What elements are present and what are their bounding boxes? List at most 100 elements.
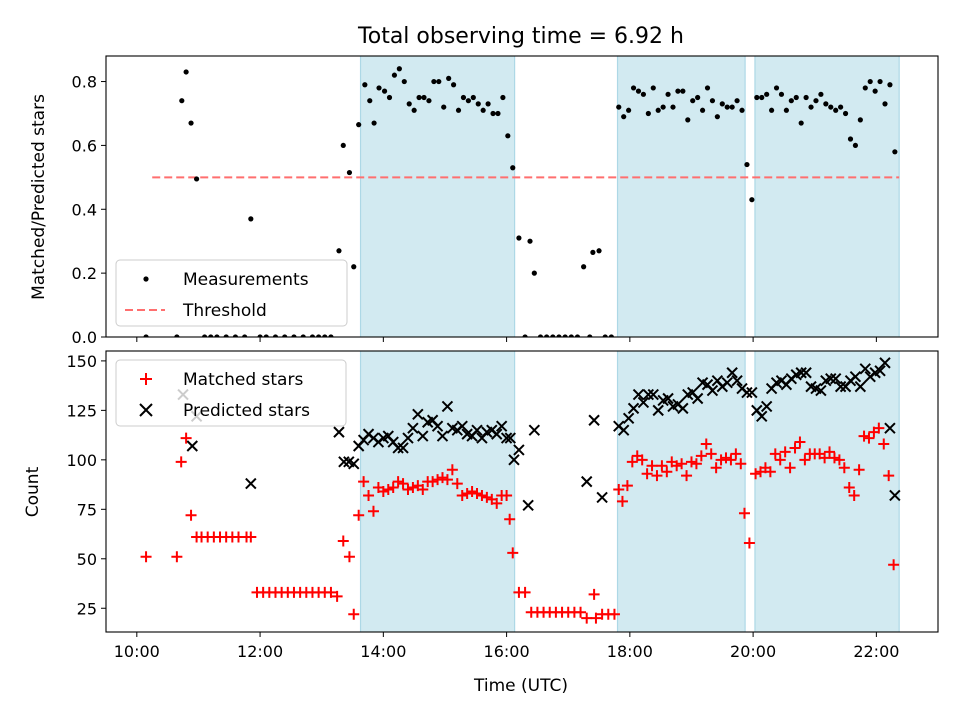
- predicted-star-point: [627, 402, 640, 415]
- legend-label: Predicted stars: [183, 401, 310, 421]
- matched-star-point: [705, 448, 717, 460]
- matched-star-point: [175, 456, 187, 468]
- ratio-panel: 0.00.20.40.60.8 Matched/Predicted stars …: [29, 55, 939, 347]
- measurement-point: [621, 114, 627, 120]
- predicted-star-point: [795, 367, 807, 379]
- legend-marker-measurements: [143, 276, 149, 282]
- matched-star-point: [590, 612, 602, 624]
- measurement-point: [608, 334, 614, 337]
- matched-star-point: [853, 464, 865, 476]
- measurement-point: [446, 75, 452, 81]
- measurement-point: [680, 88, 686, 94]
- matched-star-point: [325, 586, 337, 598]
- measurement-point: [616, 104, 622, 110]
- count-panel-frame: [105, 350, 939, 633]
- matched-star-point: [387, 482, 399, 494]
- measurement-point: [421, 94, 427, 101]
- measurement-point: [367, 98, 373, 104]
- measurement-point: [510, 165, 516, 171]
- measurement-point: [188, 120, 194, 126]
- measurement-point: [749, 197, 755, 203]
- count-panel: 10:00 12:00 14:00 16:00 18:00 20:00 22:00 25 50…: [23, 350, 939, 661]
- measurement-point: [793, 94, 799, 101]
- measurement-point: [426, 98, 432, 104]
- measurement-point: [362, 82, 368, 88]
- matched-star-point: [613, 484, 625, 496]
- predicted-star-point: [721, 376, 733, 389]
- predicted-star-point: [741, 386, 753, 399]
- matched-star-point: [466, 486, 478, 497]
- measurement-point: [764, 91, 770, 97]
- matched-star-point: [402, 484, 414, 496]
- matched-star-point: [519, 586, 531, 598]
- measurement-point: [877, 78, 883, 85]
- matched-star-point: [661, 466, 673, 478]
- measurement-point: [300, 334, 306, 337]
- predicted-star-point: [706, 384, 719, 397]
- matched-star-point: [789, 442, 801, 454]
- predicted-star-point: [596, 491, 608, 504]
- measurement-point: [670, 104, 676, 110]
- predicted-star-point: [746, 386, 758, 399]
- predicted-star-point: [622, 412, 635, 424]
- matched-star-point: [392, 476, 404, 488]
- matched-star-point: [671, 460, 683, 472]
- observing-window-3: [754, 351, 900, 632]
- measurement-point: [527, 238, 533, 244]
- x-tick-label: 16:00: [484, 642, 530, 661]
- predicted-star-point: [889, 489, 901, 502]
- matched-star-point: [779, 446, 791, 458]
- legend-box: [115, 359, 347, 427]
- matched-star-point: [461, 487, 473, 499]
- measurement-point: [852, 142, 859, 149]
- predicted-star-point: [495, 420, 508, 432]
- matched-star-point: [676, 458, 688, 470]
- measurement-point: [675, 88, 681, 94]
- predicted-star-point: [632, 388, 645, 401]
- measurement-point: [531, 270, 537, 276]
- matched-star-point: [774, 454, 786, 466]
- predicted-star-point: [436, 430, 449, 442]
- predicted-star-point: [500, 432, 513, 444]
- measurement-point: [516, 235, 522, 241]
- y-tick-label: 0.6: [72, 136, 97, 155]
- measurement-point: [248, 216, 254, 222]
- ratio-data: [143, 66, 900, 337]
- predicted-star-point: [874, 365, 886, 377]
- measurement-point: [596, 248, 602, 254]
- matched-star-point: [245, 531, 257, 543]
- matched-star-point: [575, 606, 587, 618]
- measurement-point: [490, 110, 496, 117]
- measurement-point: [556, 334, 562, 337]
- matched-star-point: [888, 559, 900, 571]
- measurement-point: [626, 107, 632, 113]
- matched-star-point: [436, 472, 448, 484]
- top-y-ticks: 0.0 0.2 0.4 0.6 0.8: [72, 73, 106, 347]
- y-tick-label: 125: [66, 401, 97, 420]
- matched-star-point: [735, 458, 747, 470]
- matched-star-point: [738, 507, 750, 519]
- measurement-point: [500, 94, 506, 101]
- measurement-point: [143, 334, 149, 337]
- observing-window-3: [754, 56, 900, 337]
- measurement-point: [376, 85, 382, 91]
- measurement-point: [798, 120, 804, 126]
- measurement-point: [544, 334, 550, 337]
- matched-star-point: [382, 484, 394, 496]
- y-tick-label: 25: [77, 599, 97, 618]
- measurement-point: [465, 98, 471, 104]
- predicted-star-point: [522, 499, 534, 512]
- y-tick-label: 50: [77, 550, 97, 569]
- measurement-point: [690, 98, 696, 104]
- measurement-point: [257, 334, 263, 337]
- matched-star-point: [833, 454, 845, 466]
- matched-star-point: [608, 608, 620, 620]
- matched-star-point: [819, 452, 831, 464]
- matched-star-point: [725, 454, 737, 466]
- predicted-star-point: [652, 404, 664, 417]
- matched-star-point: [501, 489, 513, 501]
- matched-star-point: [710, 462, 722, 474]
- measurement-point: [783, 107, 789, 113]
- measurement-point: [734, 98, 740, 104]
- measurement-point: [719, 101, 725, 107]
